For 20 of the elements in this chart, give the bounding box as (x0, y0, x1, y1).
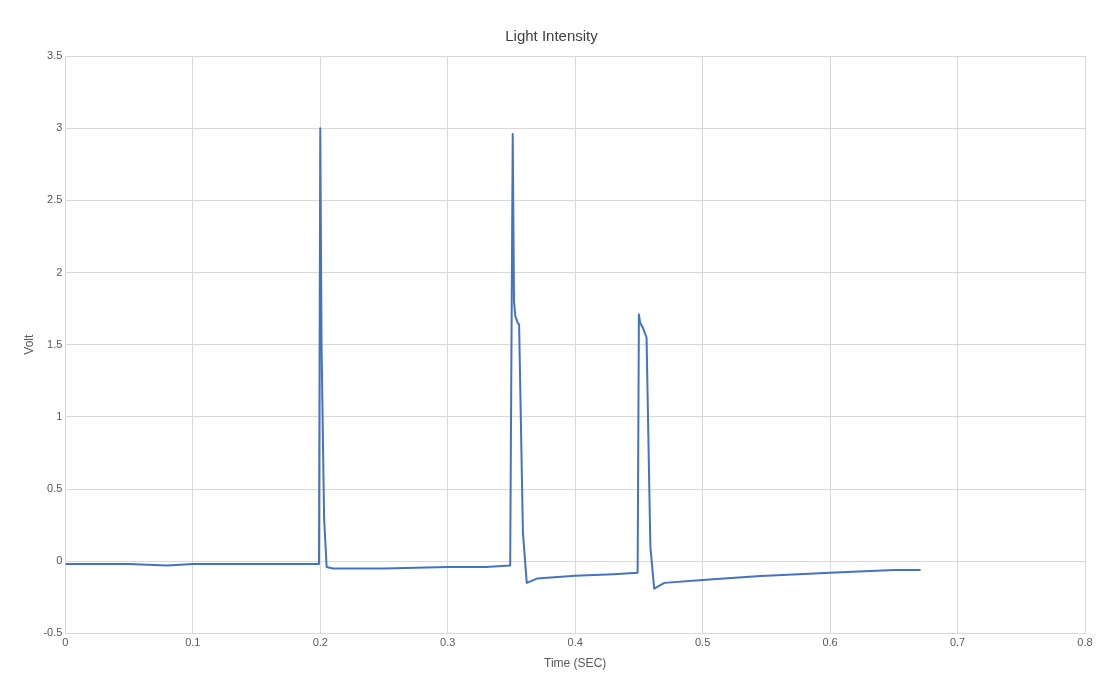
y-tick-label: 1.5 (47, 337, 63, 350)
y-tick-label: 0.5 (47, 482, 63, 495)
x-tick-label: 0.1 (185, 636, 201, 649)
x-axis-title: Time (SEC) (544, 656, 607, 671)
y-tick-label: 1 (56, 409, 63, 422)
x-tick-label: 0.8 (1077, 636, 1093, 649)
x-tick-label: 0.6 (822, 636, 838, 649)
y-tick-label: 3.5 (47, 49, 63, 62)
x-tick-label: 0.4 (567, 636, 583, 649)
x-tick-label: 0.2 (312, 636, 328, 649)
y-tick-label: 2.5 (47, 193, 63, 206)
x-tick-label: 0.5 (694, 636, 711, 649)
y-tick-label: 2 (56, 265, 63, 278)
x-tick-label: 0.3 (440, 636, 456, 649)
y-axis-title: Volt (21, 334, 36, 355)
y-tick-label: -0.5 (43, 626, 63, 639)
chart-title: Light Intensity (505, 27, 599, 45)
x-tick-label: 0.7 (949, 636, 966, 649)
y-tick-label: 0 (56, 554, 63, 567)
y-tick-label: 3 (56, 121, 63, 134)
